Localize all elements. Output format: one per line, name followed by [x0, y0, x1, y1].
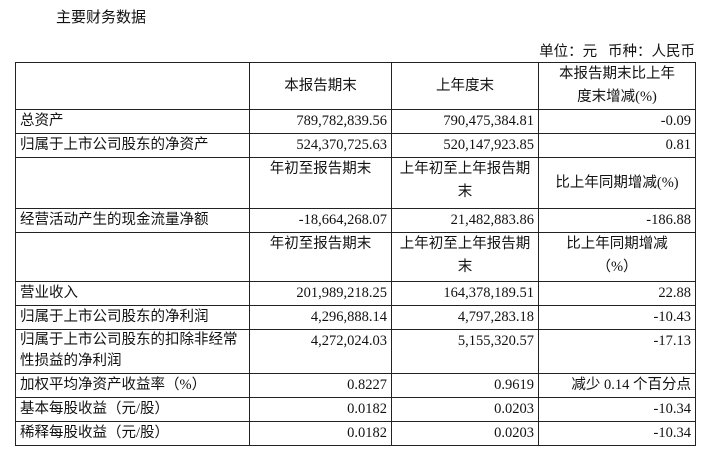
cell-value: 4,797,283.18 [391, 305, 539, 330]
empty-header-cell [15, 157, 250, 209]
row-label: 营业收入 [15, 281, 250, 306]
cell-value: 201,989,218.25 [249, 281, 392, 306]
unit-note: 单位：元 币种：人民币 [539, 44, 695, 60]
header-cell: 比上年同期增减(%) [538, 157, 696, 209]
cell-value: 790,475,384.81 [391, 109, 539, 134]
cell-value: 4,296,888.14 [249, 305, 392, 330]
header-row: 本报告期末 上年度末 本报告期末比上年度末增减(%) [15, 62, 696, 110]
table-row: 归属于上市公司股东的扣除非经常性损益的净利润 4,272,024.03 5,15… [15, 329, 696, 374]
header-row: 年初至报告期末 上年初至上年报告期末 比上年同期增减（%） [15, 232, 696, 282]
table-row: 加权平均净资产收益率（%） 0.8227 0.9619 减少 0.14 个百分点 [15, 373, 696, 398]
table-row: 归属于上市公司股东的净利润 4,296,888.14 4,797,283.18 … [15, 305, 696, 330]
table-row: 稀释每股收益（元/股） 0.0182 0.0203 -10.34 [15, 421, 696, 446]
cell-value: 4,272,024.03 [249, 329, 392, 374]
table-row: 营业收入 201,989,218.25 164,378,189.51 22.88 [15, 281, 696, 306]
row-label: 基本每股收益（元/股） [15, 397, 250, 422]
cell-value: 0.8227 [249, 373, 392, 398]
row-label: 归属于上市公司股东的净利润 [15, 305, 250, 330]
table-row: 基本每股收益（元/股） 0.0182 0.0203 -10.34 [15, 397, 696, 422]
financial-data-table: 本报告期末 上年度末 本报告期末比上年度末增减(%) 总资产 789,782,8… [15, 62, 696, 446]
cell-value: 0.0203 [391, 397, 539, 422]
cell-value: -0.09 [538, 109, 696, 134]
row-label: 归属于上市公司股东的扣除非经常性损益的净利润 [15, 329, 250, 374]
table-row: 总资产 789,782,839.56 790,475,384.81 -0.09 [15, 109, 696, 134]
cell-value: 减少 0.14 个百分点 [538, 373, 696, 398]
cell-value: 524,370,725.63 [249, 133, 392, 158]
cell-value: 0.0182 [249, 421, 392, 446]
cell-value: -10.34 [538, 421, 696, 446]
row-label: 稀释每股收益（元/股） [15, 421, 250, 446]
table-row: 经营活动产生的现金流量净额 -18,664,268.07 21,482,883.… [15, 208, 696, 233]
row-label: 加权平均净资产收益率（%） [15, 373, 250, 398]
header-cell: 比上年同期增减（%） [538, 232, 696, 282]
header-cell: 上年度末 [391, 62, 539, 110]
empty-header-cell [15, 62, 250, 110]
empty-header-cell [15, 232, 250, 282]
cell-value: 5,155,320.57 [391, 329, 539, 374]
header-cell: 本报告期末比上年度末增减(%) [538, 62, 696, 110]
row-label: 经营活动产生的现金流量净额 [15, 208, 250, 233]
cell-value: 164,378,189.51 [391, 281, 539, 306]
cell-value: 0.0203 [391, 421, 539, 446]
cell-value: -186.88 [538, 208, 696, 233]
header-row: 年初至报告期末 上年初至上年报告期末 比上年同期增减(%) [15, 157, 696, 209]
cell-value: -17.13 [538, 329, 696, 374]
cell-value: 21,482,883.86 [391, 208, 539, 233]
cell-value: -10.43 [538, 305, 696, 330]
cell-value: 0.0182 [249, 397, 392, 422]
cell-value: 789,782,839.56 [249, 109, 392, 134]
header-cell: 上年初至上年报告期末 [391, 232, 539, 282]
row-label: 总资产 [15, 109, 250, 134]
row-label: 归属于上市公司股东的净资产 [15, 133, 250, 158]
cell-value: -18,664,268.07 [249, 208, 392, 233]
header-cell: 年初至报告期末 [249, 232, 392, 282]
cell-value: -10.34 [538, 397, 696, 422]
table-row: 归属于上市公司股东的净资产 524,370,725.63 520,147,923… [15, 133, 696, 158]
cell-value: 520,147,923.85 [391, 133, 539, 158]
header-cell: 本报告期末 [249, 62, 392, 110]
cell-value: 0.9619 [391, 373, 539, 398]
section-title: 主要财务数据 [56, 10, 147, 26]
cell-value: 0.81 [538, 133, 696, 158]
header-cell: 上年初至上年报告期末 [391, 157, 539, 209]
header-cell: 年初至报告期末 [249, 157, 392, 209]
cell-value: 22.88 [538, 281, 696, 306]
